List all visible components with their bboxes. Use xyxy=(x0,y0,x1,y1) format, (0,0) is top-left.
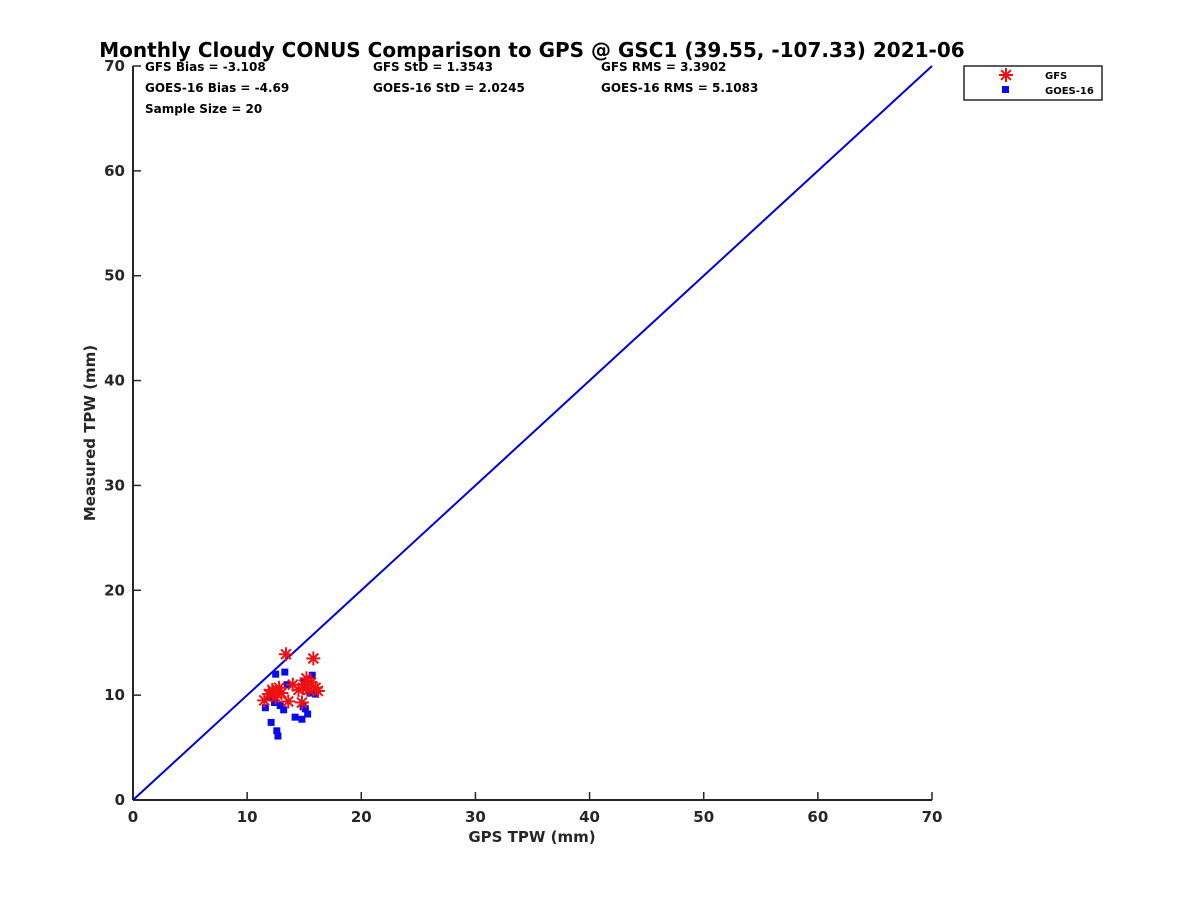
y-tick-label: 20 xyxy=(104,581,125,599)
goes16-point xyxy=(298,715,306,723)
x-tick-label: 70 xyxy=(922,808,943,826)
legend-gfs-label: GFS xyxy=(1045,71,1067,82)
goes16-point xyxy=(276,702,284,710)
x-axis-label: GPS TPW (mm) xyxy=(468,828,595,846)
stat-goes-rms: GOES-16 RMS = 5.1083 xyxy=(601,81,758,95)
legend-gfs-marker xyxy=(999,68,1013,82)
y-tick-label: 10 xyxy=(104,686,125,704)
goes16-point xyxy=(304,710,312,718)
gfs-point xyxy=(294,695,309,710)
chart-title: Monthly Cloudy CONUS Comparison to GPS @… xyxy=(99,38,964,62)
goes16-point xyxy=(280,706,288,714)
goes16-point xyxy=(271,698,279,706)
x-tick-label: 10 xyxy=(237,808,258,826)
legend: GFS GOES-16 xyxy=(963,65,1103,101)
stat-sample-size: Sample Size = 20 xyxy=(145,102,262,116)
gfs-point xyxy=(278,647,293,662)
gfs-point xyxy=(306,651,321,666)
goes16-point xyxy=(272,670,280,678)
one-to-one-line xyxy=(132,65,933,801)
y-tick-label: 30 xyxy=(104,476,125,494)
goes16-point xyxy=(281,668,289,676)
gfs-point xyxy=(266,684,281,699)
goes16-point xyxy=(308,671,316,679)
plot-area: 0 10 20 30 40 50 60 70 0 10 20 30 40 50 60 70 xyxy=(104,57,942,826)
y-tick-label: 70 xyxy=(104,57,125,75)
x-tick-label: 0 xyxy=(128,808,138,826)
x-tick-label: 40 xyxy=(579,808,600,826)
goes16-point xyxy=(306,689,314,697)
legend-box xyxy=(963,65,1103,101)
stat-gfs-rms: GFS RMS = 3.3902 xyxy=(601,60,726,74)
goes16-point xyxy=(261,704,269,712)
y-tick-label: 0 xyxy=(115,791,125,809)
legend-goes-label: GOES-16 xyxy=(1045,86,1094,97)
stats-block: GFS Bias = -3.108 GOES-16 Bias = -4.69 S… xyxy=(145,60,758,116)
y-tick-label: 40 xyxy=(104,372,125,390)
goes16-point xyxy=(291,713,299,721)
legend-goes-marker xyxy=(1002,86,1009,93)
x-tick-label: 30 xyxy=(465,808,486,826)
stat-goes-bias: GOES-16 Bias = -4.69 xyxy=(145,81,289,95)
gfs-point xyxy=(296,680,311,695)
x-tick-label: 50 xyxy=(693,808,714,826)
goes16-point xyxy=(273,727,281,735)
stat-gfs-std: GFS StD = 1.3543 xyxy=(373,60,493,74)
legend-gfs-asterisk xyxy=(999,68,1013,82)
y-axis-label: Measured TPW (mm) xyxy=(81,345,99,521)
y-tick-label: 60 xyxy=(104,162,125,180)
stat-goes-std: GOES-16 StD = 2.0245 xyxy=(373,81,525,95)
goes16-point xyxy=(274,732,282,740)
stat-gfs-bias: GFS Bias = -3.108 xyxy=(145,60,266,74)
y-tick-label: 50 xyxy=(104,267,125,285)
gfs-point xyxy=(281,694,296,709)
goes16-point xyxy=(301,705,309,713)
x-tick-label: 60 xyxy=(807,808,828,826)
x-tick-label: 20 xyxy=(351,808,372,826)
goes16-point xyxy=(267,718,275,726)
gfs-point xyxy=(310,683,325,698)
